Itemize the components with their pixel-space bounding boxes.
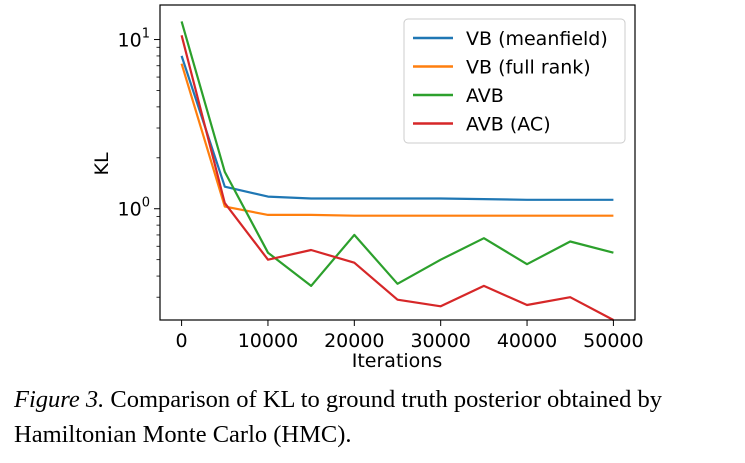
legend-label-1: VB (full rank) bbox=[466, 57, 591, 79]
figure-caption: Figure 3. Comparison of KL to ground tru… bbox=[14, 382, 739, 452]
figure-label: Figure 3. bbox=[14, 386, 105, 413]
x-tick-label: 10000 bbox=[238, 330, 298, 352]
x-tick-label: 40000 bbox=[497, 330, 557, 352]
series-line-2 bbox=[180, 21, 614, 287]
legend-label-0: VB (meanfield) bbox=[466, 28, 608, 50]
y-tick-label: 101 bbox=[118, 27, 150, 52]
y-tick-label: 100 bbox=[118, 196, 150, 221]
x-tick-label: 20000 bbox=[324, 330, 384, 352]
y-axis-ticks: 100 101 bbox=[118, 27, 160, 298]
y-axis-label: KL bbox=[91, 152, 113, 175]
x-axis-label: Iterations bbox=[352, 350, 443, 372]
legend-label-3: AVB (AC) bbox=[466, 114, 551, 136]
caption-text: Comparison of KL to ground truth posteri… bbox=[14, 386, 663, 448]
legend-frame bbox=[403, 18, 626, 144]
x-tick-label: 30000 bbox=[410, 330, 470, 352]
legend-label-2: AVB bbox=[466, 85, 504, 107]
x-tick-label: 0 bbox=[176, 330, 188, 352]
plot-lines bbox=[180, 21, 614, 321]
legend: VB (meanfield) VB (full rank) AVB AVB (AC) bbox=[403, 18, 626, 144]
legend-entries: VB (meanfield) VB (full rank) AVB AVB (AC) bbox=[413, 28, 608, 136]
series-line-1 bbox=[180, 63, 614, 217]
x-axis-ticks: 0 10000 20000 30000 40000 50000 bbox=[176, 320, 644, 352]
kl-chart: 0 10000 20000 30000 40000 50000 100 101 Iterat… bbox=[91, 4, 644, 372]
plot-frame bbox=[159, 4, 636, 321]
series-line-0 bbox=[180, 55, 614, 201]
series-line-3 bbox=[180, 35, 614, 321]
x-tick-label: 50000 bbox=[583, 330, 643, 352]
